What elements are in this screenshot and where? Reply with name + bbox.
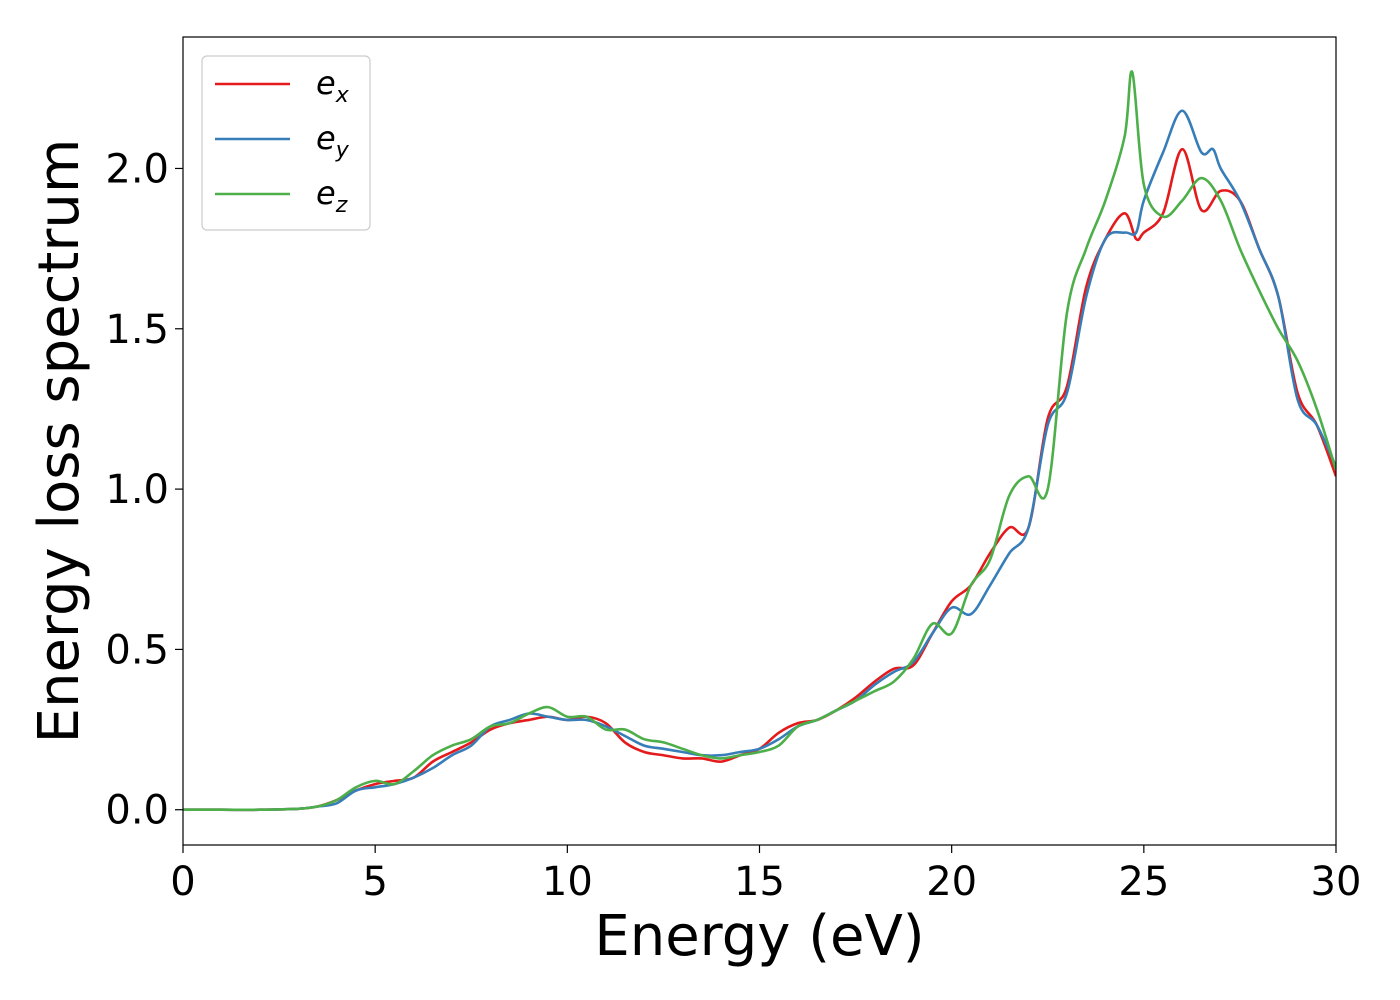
- x-tick-label: 5: [362, 859, 387, 905]
- x-tick-label: 15: [734, 859, 785, 905]
- y-axis-label: Energy loss spectrum: [27, 139, 92, 744]
- legend-label-subscript: x: [335, 83, 350, 108]
- y-axis-ticks: 0.0 0.5 1.0 1.5 2.0: [105, 146, 183, 834]
- legend-label-y: ey: [316, 119, 350, 163]
- x-axis-label: Energy (eV): [594, 904, 924, 969]
- legend-label-base: e: [316, 64, 336, 102]
- y-tick-label: 0.5: [105, 627, 169, 673]
- series-layer: [183, 70, 1336, 812]
- y-tick-label: 1.5: [105, 307, 169, 353]
- legend-label-base: e: [316, 119, 336, 157]
- y-tick-label: 0.0: [105, 788, 169, 834]
- x-tick-label: 30: [1311, 859, 1362, 905]
- x-tick-label: 25: [1118, 859, 1169, 905]
- legend-label-base: e: [316, 174, 336, 212]
- x-axis-ticks: 0 5 10 15 20 25 30: [170, 845, 1361, 905]
- legend-box: [201, 55, 371, 231]
- legend-label-z: ez: [316, 174, 348, 218]
- y-tick-label: 2.0: [105, 146, 169, 192]
- series-line-x: [183, 147, 1336, 812]
- y-tick-label: 1.0: [105, 467, 169, 513]
- legend-label-subscript: y: [335, 138, 350, 163]
- series-line-z: [183, 70, 1336, 812]
- legend-label-subscript: z: [335, 193, 348, 218]
- legend-label-x: ex: [316, 64, 350, 108]
- x-tick-label: 0: [170, 859, 195, 905]
- x-tick-label: 20: [926, 859, 977, 905]
- x-tick-label: 10: [542, 859, 593, 905]
